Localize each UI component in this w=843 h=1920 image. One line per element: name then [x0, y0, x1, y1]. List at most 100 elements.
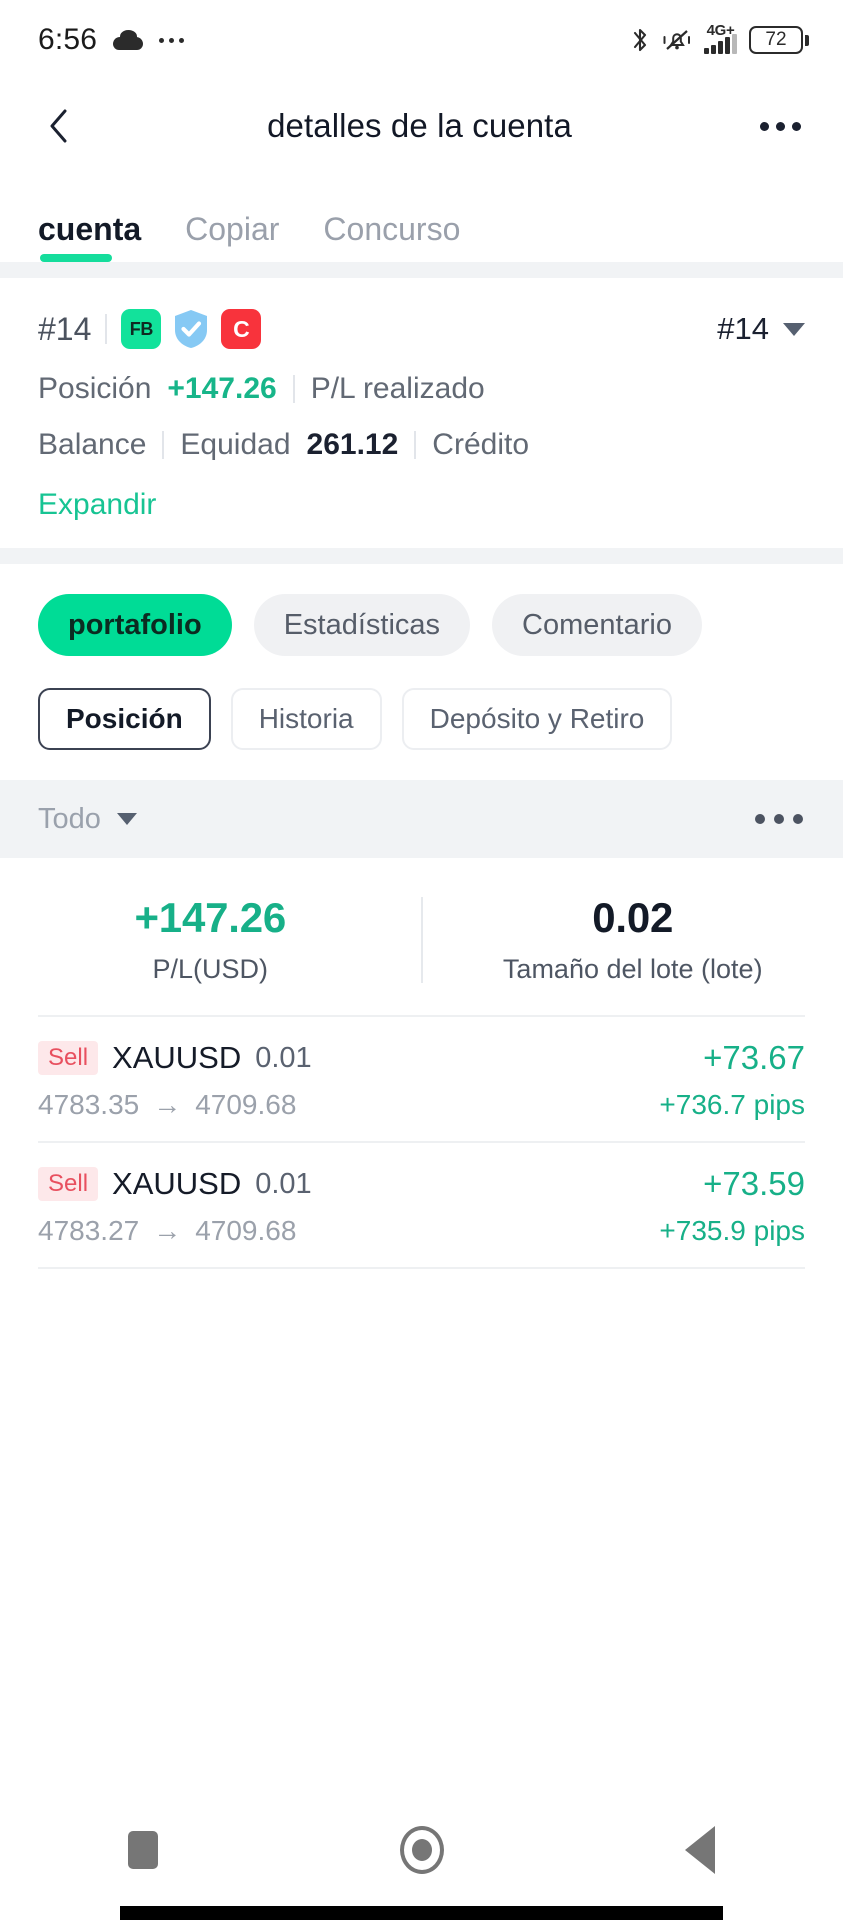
divider — [414, 431, 417, 459]
position-pl-value: +73.59 — [703, 1165, 805, 1202]
summary-pl: +147.26 P/L(USD) — [0, 894, 421, 985]
section-divider — [0, 262, 843, 278]
gesture-bar — [120, 1906, 723, 1920]
account-id-label: #14 — [38, 310, 92, 347]
close-price: 4709.68 — [195, 1089, 297, 1120]
position-segment-group: Posición Historia Depósito y Retiro — [0, 662, 843, 780]
summary-lot-value: 0.02 — [592, 894, 674, 941]
status-bar: 6:56 4G+ — [0, 0, 843, 80]
recents-button[interactable] — [4, 1831, 282, 1869]
tab-concurso-label: Concurso — [323, 211, 461, 247]
tab-cuenta[interactable]: cuenta — [38, 211, 141, 262]
open-price: 4783.35 — [38, 1089, 140, 1120]
status-bar-right: 4G+ 72 — [630, 22, 809, 54]
caret-down-icon — [116, 813, 137, 825]
summary-lot-label: Tamaño del lote (lote) — [502, 954, 763, 984]
arrow-right-icon: → — [153, 1215, 182, 1246]
filter-label: Todo — [38, 802, 101, 835]
status-time: 6:56 — [38, 23, 98, 56]
symbol-label: XAUUSD — [112, 1166, 242, 1201]
c-badge: C — [221, 309, 262, 349]
section-divider — [0, 548, 843, 564]
position-main-row: Sell XAUUSD 0.01 +73.67 — [38, 1039, 805, 1077]
status-bar-left: 6:56 — [38, 23, 185, 57]
close-price: 4709.68 — [195, 1215, 297, 1246]
tab-copiar-label: Copiar — [185, 211, 280, 247]
position-sub-row: 4783.27 → 4709.68 +735.9 pips — [38, 1215, 805, 1247]
divider — [162, 431, 165, 459]
pill-estadisticas[interactable]: Estadísticas — [253, 594, 471, 656]
tab-copiar[interactable]: Copiar — [185, 211, 279, 262]
portfolio-pill-group: portafolio Estadísticas Comentario — [0, 564, 843, 662]
chevron-left-icon — [47, 108, 69, 144]
android-nav-bar — [0, 1804, 843, 1896]
vibrate-mute-icon — [662, 26, 692, 54]
position-main-row: Sell XAUUSD 0.01 +73.59 — [38, 1165, 805, 1203]
summary-pl-value: +147.26 — [134, 894, 287, 941]
volume-label: 0.01 — [255, 1041, 312, 1074]
filter-dropdown[interactable]: Todo — [38, 803, 137, 836]
position-label: Posición — [38, 372, 152, 405]
symbol-label: XAUUSD — [112, 1040, 242, 1075]
position-prices: 4783.35 → 4709.68 — [38, 1089, 296, 1121]
account-selector[interactable]: #14 — [717, 311, 805, 347]
signal-icon: 4G+ — [704, 22, 737, 54]
notification-overflow-icon — [159, 37, 185, 43]
table-row[interactable]: Sell XAUUSD 0.01 +73.59 4783.27 → 4709.6… — [38, 1141, 805, 1269]
back-button[interactable] — [30, 98, 86, 154]
content-spacer — [0, 1269, 843, 1804]
segment-posicion[interactable]: Posición — [38, 688, 211, 750]
segment-historia[interactable]: Historia — [230, 688, 382, 750]
battery-icon: 72 — [749, 26, 809, 54]
fb-badge: FB — [121, 309, 162, 349]
battery-level-label: 72 — [765, 29, 787, 50]
positions-list: Sell XAUUSD 0.01 +73.67 4783.35 → 4709.6… — [0, 1015, 843, 1269]
verified-shield-icon — [171, 308, 211, 350]
open-price: 4783.27 — [38, 1215, 140, 1246]
position-sub-row: 4783.35 → 4709.68 +736.7 pips — [38, 1089, 805, 1121]
tab-cuenta-label: cuenta — [38, 211, 142, 247]
equity-value: 261.12 — [306, 428, 399, 461]
expand-link[interactable]: Expandir — [38, 488, 157, 521]
bluetooth-icon — [630, 26, 650, 54]
header-more-button[interactable] — [753, 98, 809, 154]
account-card: #14 FB C #14 Posició — [0, 278, 843, 548]
arrow-right-icon: → — [153, 1089, 182, 1120]
tab-concurso[interactable]: Concurso — [323, 211, 460, 262]
credit-label: Crédito — [432, 428, 530, 461]
positions-summary: +147.26 P/L(USD) 0.02 Tamaño del lote (l… — [0, 858, 843, 1015]
summary-lot: 0.02 Tamaño del lote (lote) — [423, 894, 843, 985]
triangle-back-icon — [684, 1826, 715, 1874]
chevron-down-icon — [783, 322, 805, 336]
filter-more-button[interactable] — [755, 814, 803, 824]
table-row[interactable]: Sell XAUUSD 0.01 +73.67 4783.35 → 4709.6… — [38, 1015, 805, 1141]
position-instrument: Sell XAUUSD 0.01 — [38, 1166, 312, 1202]
side-badge: Sell — [38, 1041, 99, 1075]
filter-bar: Todo — [0, 780, 843, 858]
divider — [105, 314, 108, 344]
page-title: detalles de la cuenta — [267, 107, 572, 144]
account-badges: FB C — [121, 308, 262, 350]
balance-label: Balance — [38, 428, 147, 461]
account-header-row: #14 FB C #14 — [38, 308, 805, 350]
account-position-row: Posición +147.26 P/L realizado — [38, 372, 805, 406]
account-selector-value: #14 — [717, 311, 769, 346]
equity-label: Equidad — [180, 428, 291, 461]
network-type-label: 4G+ — [706, 22, 735, 39]
segment-deposito-retiro[interactable]: Depósito y Retiro — [401, 688, 673, 750]
position-pips: +736.7 pips — [659, 1089, 805, 1120]
position-prices: 4783.27 → 4709.68 — [38, 1215, 296, 1247]
home-button[interactable] — [282, 1826, 560, 1874]
position-pl-value: +73.67 — [703, 1039, 805, 1076]
pill-portafolio[interactable]: portafolio — [38, 594, 232, 656]
app-bar: detalles de la cuenta — [0, 80, 843, 172]
cloud-icon — [113, 30, 144, 50]
volume-label: 0.01 — [255, 1167, 312, 1200]
pill-comentario[interactable]: Comentario — [492, 594, 702, 656]
back-nav-button[interactable] — [561, 1826, 839, 1874]
tab-active-underline — [40, 254, 112, 262]
side-badge: Sell — [38, 1167, 99, 1201]
gesture-bar-area — [0, 1896, 843, 1920]
position-instrument: Sell XAUUSD 0.01 — [38, 1040, 312, 1076]
